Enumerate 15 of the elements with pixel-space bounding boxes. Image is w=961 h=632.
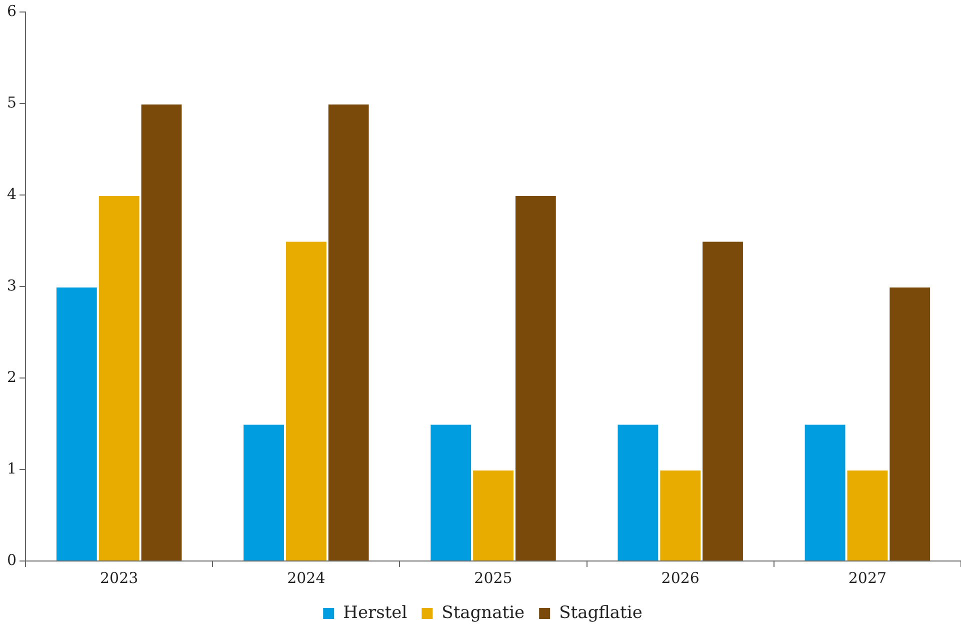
y-tick-label: 3	[6, 276, 17, 294]
x-tick-label: 2023	[100, 568, 138, 587]
x-tick-label: 2025	[474, 568, 512, 587]
legend-label: Stagflatie	[559, 602, 642, 623]
x-tick-label: 2024	[287, 568, 326, 587]
y-tick-label: 5	[6, 93, 17, 112]
y-tick-label: 2	[6, 368, 17, 386]
x-tick-label: 2026	[661, 568, 700, 587]
x-tick-label: 2027	[848, 568, 887, 587]
legend-label: Herstel	[343, 602, 408, 623]
y-tick-label: 6	[6, 2, 17, 20]
y-tick-label: 4	[6, 184, 17, 203]
y-tick-label: 0	[6, 550, 17, 569]
y-tick-label: 1	[6, 459, 17, 478]
legend-label: Stagnatie	[442, 602, 525, 623]
